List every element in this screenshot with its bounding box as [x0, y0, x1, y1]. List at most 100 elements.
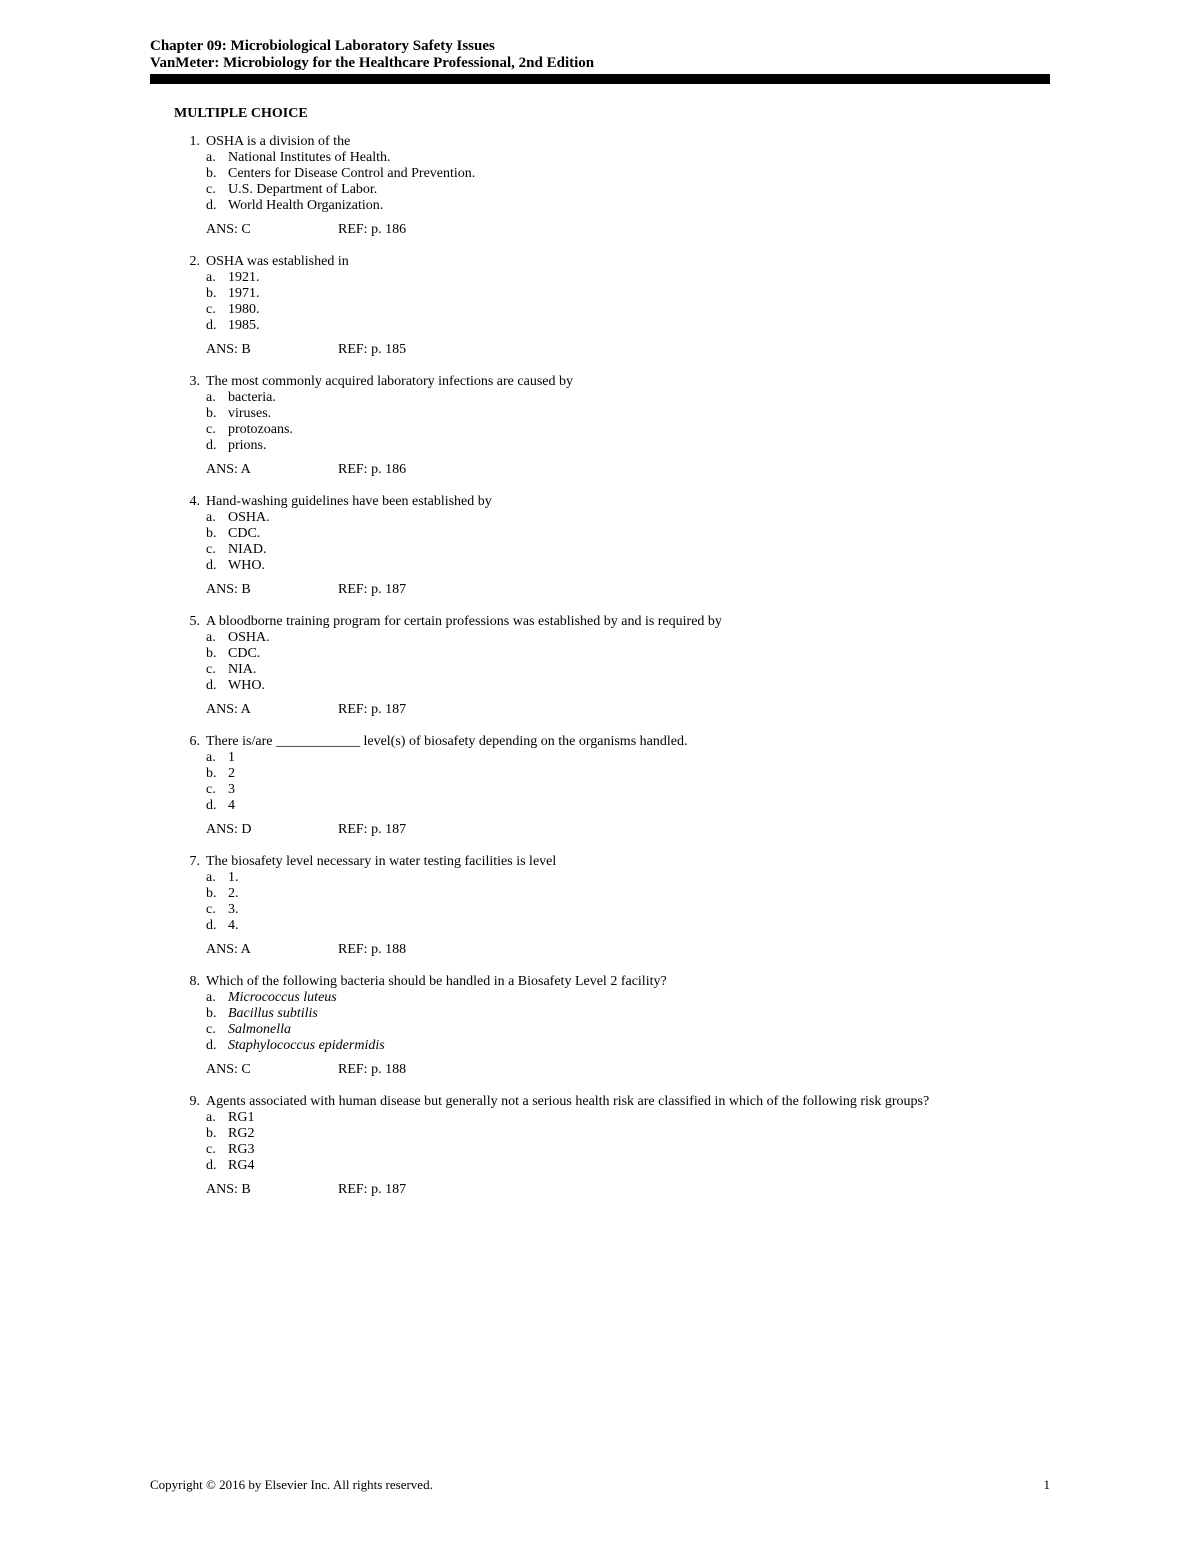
reference: REF: p. 188 — [338, 1062, 406, 1078]
question-stem: Which of the following bacteria should b… — [206, 974, 1050, 990]
reference: REF: p. 185 — [338, 342, 406, 358]
question: 3.The most commonly acquired laboratory … — [174, 374, 1050, 478]
reference-prefix: REF: — [338, 222, 368, 237]
reference-value: p. 187 — [371, 822, 406, 837]
option-text: 2. — [228, 886, 1050, 902]
header-rule — [150, 74, 1050, 84]
option: c.RG3 — [206, 1142, 1050, 1158]
option: d.World Health Organization. — [206, 198, 1050, 214]
question-list: 1.OSHA is a division of thea.National In… — [174, 134, 1050, 1198]
chapter-title: Chapter 09: Microbiological Laboratory S… — [150, 38, 1050, 55]
question: 9.Agents associated with human disease b… — [174, 1094, 1050, 1198]
option: b.CDC. — [206, 646, 1050, 662]
page-footer: Copyright © 2016 by Elsevier Inc. All ri… — [150, 1477, 1050, 1493]
option-letter: a. — [206, 510, 228, 526]
option-letter: a. — [206, 1110, 228, 1126]
answer-value: B — [241, 582, 250, 597]
answer: ANS: A — [206, 942, 338, 958]
option: b.2. — [206, 886, 1050, 902]
option-text: RG2 — [228, 1126, 1050, 1142]
option: d.prions. — [206, 438, 1050, 454]
option-text: 1921. — [228, 270, 1050, 286]
answer: ANS: B — [206, 342, 338, 358]
option-letter: c. — [206, 422, 228, 438]
option-text: Micrococcus luteus — [228, 990, 1050, 1006]
option-letter: d. — [206, 798, 228, 814]
question-stem: OSHA was established in — [206, 254, 1050, 270]
option-text: 3. — [228, 902, 1050, 918]
option: b.Centers for Disease Control and Preven… — [206, 166, 1050, 182]
option-text: RG4 — [228, 1158, 1050, 1174]
option-letter: d. — [206, 1038, 228, 1054]
answer-value: B — [241, 342, 250, 357]
option-text: bacteria. — [228, 390, 1050, 406]
option-letter: c. — [206, 902, 228, 918]
option: a.bacteria. — [206, 390, 1050, 406]
question-stem: Hand-washing guidelines have been establ… — [206, 494, 1050, 510]
option: a.1. — [206, 870, 1050, 886]
answer-value: C — [241, 222, 250, 237]
option-text: 1 — [228, 750, 1050, 766]
option-text: Bacillus subtilis — [228, 1006, 1050, 1022]
answer-value: A — [241, 702, 251, 717]
option: c.1980. — [206, 302, 1050, 318]
option-letter: d. — [206, 1158, 228, 1174]
option: d.Staphylococcus epidermidis — [206, 1038, 1050, 1054]
option-letter: d. — [206, 438, 228, 454]
option-letter: a. — [206, 630, 228, 646]
reference-prefix: REF: — [338, 1182, 368, 1197]
answer: ANS: C — [206, 1062, 338, 1078]
option-text: Salmonella — [228, 1022, 1050, 1038]
option-letter: b. — [206, 406, 228, 422]
book-title: VanMeter: Microbiology for the Healthcar… — [150, 55, 1050, 72]
option-letter: a. — [206, 750, 228, 766]
option-letter: d. — [206, 558, 228, 574]
option: c.NIAD. — [206, 542, 1050, 558]
reference: REF: p. 188 — [338, 942, 406, 958]
option: b.1971. — [206, 286, 1050, 302]
question-stem: Agents associated with human disease but… — [206, 1094, 1050, 1110]
option-letter: b. — [206, 766, 228, 782]
option: d.1985. — [206, 318, 1050, 334]
page-number: 1 — [1044, 1477, 1051, 1493]
option-letter: a. — [206, 990, 228, 1006]
option-letter: a. — [206, 150, 228, 166]
question-stem: There is/are ____________ level(s) of bi… — [206, 734, 1050, 750]
question: 8.Which of the following bacteria should… — [174, 974, 1050, 1078]
answer: ANS: A — [206, 462, 338, 478]
option-text: World Health Organization. — [228, 198, 1050, 214]
option-letter: c. — [206, 1022, 228, 1038]
answer-prefix: ANS: — [206, 822, 238, 837]
option: b.viruses. — [206, 406, 1050, 422]
question: 7.The biosafety level necessary in water… — [174, 854, 1050, 958]
question: 1.OSHA is a division of thea.National In… — [174, 134, 1050, 238]
option-text: 1. — [228, 870, 1050, 886]
option-letter: d. — [206, 678, 228, 694]
option: d.4. — [206, 918, 1050, 934]
option-text: NIA. — [228, 662, 1050, 678]
reference-prefix: REF: — [338, 702, 368, 717]
option: a.RG1 — [206, 1110, 1050, 1126]
option-letter: c. — [206, 662, 228, 678]
answer-prefix: ANS: — [206, 942, 238, 957]
option-text: 1980. — [228, 302, 1050, 318]
reference-prefix: REF: — [338, 822, 368, 837]
option-letter: a. — [206, 390, 228, 406]
option-letter: d. — [206, 918, 228, 934]
option-letter: d. — [206, 318, 228, 334]
answer: ANS: D — [206, 822, 338, 838]
answer-prefix: ANS: — [206, 462, 238, 477]
option-letter: a. — [206, 870, 228, 886]
option-text: protozoans. — [228, 422, 1050, 438]
option: a.1921. — [206, 270, 1050, 286]
option-text: CDC. — [228, 526, 1050, 542]
question: 5.A bloodborne training program for cert… — [174, 614, 1050, 718]
question: 4.Hand-washing guidelines have been esta… — [174, 494, 1050, 598]
question-number: 8. — [174, 974, 206, 990]
option-text: Centers for Disease Control and Preventi… — [228, 166, 1050, 182]
question: 6.There is/are ____________ level(s) of … — [174, 734, 1050, 838]
option-text: OSHA. — [228, 630, 1050, 646]
option: a.National Institutes of Health. — [206, 150, 1050, 166]
answer-value: A — [241, 942, 251, 957]
option-letter: b. — [206, 886, 228, 902]
